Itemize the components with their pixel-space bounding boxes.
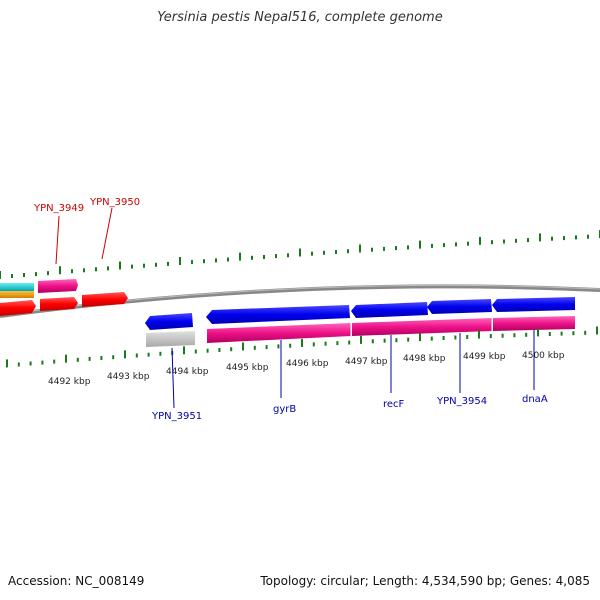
gene-label-recf: recF xyxy=(383,399,405,410)
cds-feature xyxy=(351,302,428,318)
forward-strand-cds xyxy=(0,279,128,316)
kbp-label: 4492 kbp xyxy=(48,377,91,387)
cds-feature xyxy=(0,283,34,291)
gene-label-ypn-3949: YPN_3949 xyxy=(33,203,84,214)
accession-label: Accession: NC_008149 xyxy=(8,574,145,588)
kbp-label: 4494 kbp xyxy=(166,367,209,377)
cds-feature xyxy=(40,297,78,311)
cds-feature xyxy=(0,300,36,316)
gene-label-leader xyxy=(55,215,60,265)
gene-label-ypn-3954: YPN_3954 xyxy=(436,396,487,407)
kbp-labels: 4492 kbp 4493 kbp 4494 kbp 4495 kbp 4496… xyxy=(48,351,565,387)
cds-feature xyxy=(82,292,128,307)
kbp-label: 4497 kbp xyxy=(345,357,388,367)
cds-feature xyxy=(145,313,193,330)
gene-track xyxy=(146,316,575,347)
cds-feature xyxy=(38,279,78,293)
kbp-label: 4495 kbp xyxy=(226,363,269,373)
kbp-label: 4493 kbp xyxy=(107,372,150,382)
kbp-label: 4500 kbp xyxy=(522,351,565,361)
gene-label-leader xyxy=(171,347,175,409)
gene-label-leader xyxy=(101,207,113,260)
kbp-label: 4496 kbp xyxy=(286,359,329,369)
upper-tick-ring xyxy=(0,230,600,279)
genome-summary: Topology: circular; Length: 4,534,590 bp… xyxy=(260,574,590,588)
cds-feature xyxy=(427,299,492,314)
cds-feature xyxy=(0,291,34,298)
gene-label-ypn-3951: YPN_3951 xyxy=(151,411,202,422)
reverse-strand-cds xyxy=(145,297,575,330)
gene-feature xyxy=(207,323,351,343)
map-title: Yersinia pestis Nepal516, complete genom… xyxy=(157,10,443,25)
gene-feature xyxy=(146,331,195,347)
kbp-label: 4499 kbp xyxy=(463,352,506,362)
gene-feature xyxy=(352,318,492,336)
lower-tick-ring xyxy=(6,326,598,368)
forward-gene-labels: YPN_3949 YPN_3950 xyxy=(33,197,140,265)
gene-label-ypn-3950: YPN_3950 xyxy=(89,197,140,208)
reverse-gene-labels: YPN_3951 gyrB recF YPN_3954 dnaA xyxy=(151,330,548,422)
gene-label-dnaa: dnaA xyxy=(522,394,548,405)
cds-feature xyxy=(492,297,575,312)
gene-label-gyrb: gyrB xyxy=(273,404,296,415)
gene-feature xyxy=(493,316,575,331)
cds-feature xyxy=(206,305,350,324)
kbp-label: 4498 kbp xyxy=(403,354,446,364)
